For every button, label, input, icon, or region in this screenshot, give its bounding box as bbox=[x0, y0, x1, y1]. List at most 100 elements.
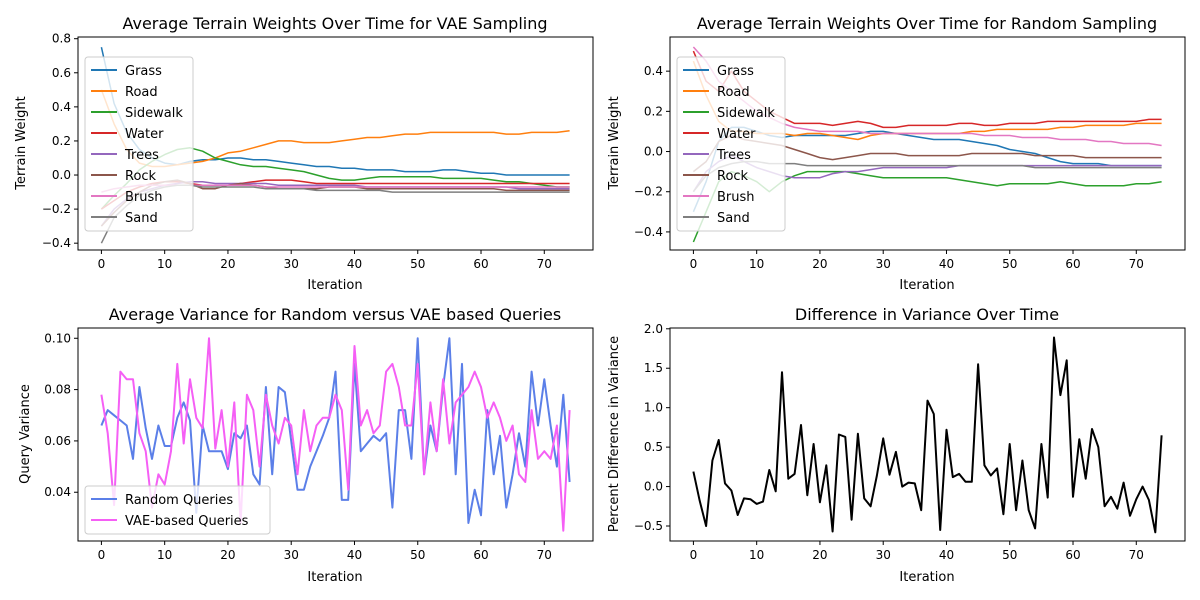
y-tick-label: 0.0 bbox=[52, 168, 71, 182]
series-group bbox=[100, 337, 571, 532]
legend-label: Rock bbox=[717, 169, 749, 184]
x-tick-label: 60 bbox=[1065, 257, 1080, 271]
axes-frame bbox=[77, 36, 594, 251]
legend-label: Grass bbox=[717, 64, 754, 79]
x-tick-label: 70 bbox=[1129, 548, 1144, 562]
x-tick-label: 20 bbox=[220, 257, 235, 271]
x-tick-label: 20 bbox=[812, 548, 827, 562]
y-tick-label: −0.5 bbox=[634, 519, 663, 533]
legend-box bbox=[676, 56, 786, 232]
chart-title: Average Variance for Random versus VAE b… bbox=[109, 305, 561, 324]
x-tick-label: 40 bbox=[939, 257, 954, 271]
y-tick-label: −0.4 bbox=[42, 236, 71, 250]
y-tick-label: 0.5 bbox=[644, 440, 663, 454]
y-tick-label: −0.2 bbox=[42, 202, 71, 216]
y-axis-label: Terrain Weight bbox=[607, 96, 622, 190]
y-tick-label: 0.08 bbox=[44, 383, 71, 397]
x-axis-label: Iteration bbox=[899, 570, 954, 585]
series-line-random-queries bbox=[100, 337, 571, 524]
x-tick-label: 0 bbox=[98, 548, 106, 562]
chart-title: Average Terrain Weights Over Time for Ra… bbox=[697, 14, 1157, 33]
legend-label: Sidewalk bbox=[717, 106, 775, 121]
x-tick-label: 40 bbox=[347, 257, 362, 271]
y-tick-label: 0.8 bbox=[52, 32, 71, 46]
series-line-vae-based-queries bbox=[100, 337, 571, 532]
y-tick-label: 0.2 bbox=[52, 134, 71, 148]
legend-box bbox=[84, 56, 194, 232]
x-axis-label: Iteration bbox=[307, 278, 362, 293]
legend-label: VAE-based Queries bbox=[125, 514, 249, 529]
plot-area: 0 10 20 30 40 50 60 70 −0.4 −0.2 0.0 0.2 0.4 0.6 0.8 Gr… bbox=[42, 32, 570, 271]
x-tick-label: 50 bbox=[1002, 257, 1017, 271]
y-axis-label: Terrain Weight bbox=[14, 96, 29, 190]
legend-label: Road bbox=[125, 85, 158, 100]
chart-variance-difference: Difference in Variance Over Time 0 10 20 30… bbox=[607, 305, 1186, 585]
y-tick-label: 0.4 bbox=[52, 100, 71, 114]
y-tick-label: 1.5 bbox=[644, 361, 663, 375]
x-tick-label: 70 bbox=[1129, 257, 1144, 271]
chart-title: Difference in Variance Over Time bbox=[795, 305, 1059, 324]
x-tick-label: 20 bbox=[812, 257, 827, 271]
series-group bbox=[692, 336, 1163, 534]
x-tick-label: 40 bbox=[347, 548, 362, 562]
x-tick-label: 60 bbox=[473, 257, 488, 271]
x-tick-label: 10 bbox=[157, 548, 172, 562]
plot-area: 0 10 20 30 40 50 60 70 0.04 0.06 0.08 0.10 Random Qu… bbox=[44, 331, 571, 562]
x-tick-label: 10 bbox=[157, 257, 172, 271]
x-tick-label: 60 bbox=[473, 548, 488, 562]
legend-label: Road bbox=[717, 85, 750, 100]
chart-vae-terrain-weights: Average Terrain Weights Over Time for VA… bbox=[14, 14, 594, 293]
chart-query-variance: Average Variance for Random versus VAE b… bbox=[18, 305, 594, 585]
axes-frame bbox=[669, 36, 1186, 251]
x-tick-label: 30 bbox=[876, 548, 891, 562]
x-tick-label: 50 bbox=[1002, 548, 1017, 562]
y-tick-label: 0.06 bbox=[44, 434, 71, 448]
plot-area: 0 10 20 30 40 50 60 70 −0.4 −0.2 0.0 0.2 0.4 Grass Roa… bbox=[634, 46, 1162, 271]
legend: Grass Road Sidewalk Water Trees Rock Brush Sand bbox=[676, 56, 786, 232]
legend-label: Rock bbox=[125, 169, 157, 184]
x-tick-label: 60 bbox=[1065, 548, 1080, 562]
legend-label: Brush bbox=[125, 190, 163, 205]
x-tick-label: 70 bbox=[537, 257, 552, 271]
y-tick-label: 0.2 bbox=[644, 104, 663, 118]
legend-label: Sand bbox=[125, 211, 158, 226]
legend-label: Water bbox=[125, 127, 164, 142]
axes-frame bbox=[669, 327, 1186, 542]
y-tick-label: 0.0 bbox=[644, 145, 663, 159]
series-line bbox=[692, 336, 1163, 534]
axes-frame bbox=[77, 327, 594, 542]
x-tick-label: 20 bbox=[220, 548, 235, 562]
x-tick-label: 10 bbox=[749, 257, 764, 271]
y-tick-label: 0.04 bbox=[44, 485, 71, 499]
y-axis-label: Query Variance bbox=[18, 384, 33, 484]
legend-label: Water bbox=[717, 127, 756, 142]
y-tick-label: −0.4 bbox=[634, 225, 663, 239]
y-tick-label: −0.2 bbox=[634, 185, 663, 199]
x-tick-label: 30 bbox=[284, 257, 299, 271]
legend-box bbox=[84, 485, 271, 535]
y-tick-label: 0.6 bbox=[52, 66, 71, 80]
legend: Random Queries VAE-based Queries bbox=[84, 485, 271, 535]
x-tick-label: 70 bbox=[537, 548, 552, 562]
legend-label: Trees bbox=[124, 148, 159, 163]
x-axis-label: Iteration bbox=[307, 570, 362, 585]
y-tick-label: 0.10 bbox=[44, 331, 71, 345]
chart-title: Average Terrain Weights Over Time for VA… bbox=[122, 14, 547, 33]
plot-area: 0 10 20 30 40 50 60 70 −0.5 0.0 0.5 1.0 1.5 2.0 bbox=[634, 322, 1163, 562]
y-tick-label: 0.0 bbox=[644, 480, 663, 494]
y-tick-label: 0.4 bbox=[644, 64, 663, 78]
legend-label: Grass bbox=[125, 64, 162, 79]
x-tick-label: 10 bbox=[749, 548, 764, 562]
x-tick-label: 50 bbox=[410, 257, 425, 271]
x-tick-label: 30 bbox=[284, 548, 299, 562]
x-tick-label: 0 bbox=[690, 257, 698, 271]
legend: Grass Road Sidewalk Water Trees Rock Brush Sand bbox=[84, 56, 194, 232]
legend-label: Trees bbox=[716, 148, 751, 163]
x-tick-label: 30 bbox=[876, 257, 891, 271]
legend-label: Brush bbox=[717, 190, 755, 205]
y-axis-label: Percent Difference in Variance bbox=[607, 336, 622, 532]
legend-label: Random Queries bbox=[125, 493, 233, 508]
x-tick-label: 0 bbox=[690, 548, 698, 562]
x-tick-label: 50 bbox=[410, 548, 425, 562]
x-tick-label: 0 bbox=[98, 257, 106, 271]
